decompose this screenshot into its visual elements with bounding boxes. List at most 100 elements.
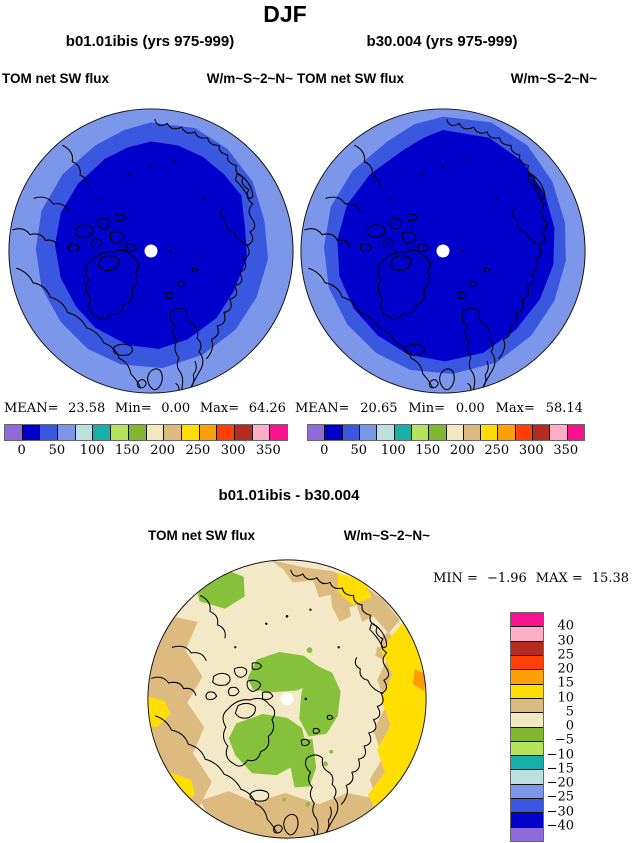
max-value: 64.26	[248, 401, 286, 416]
max-label: Max=	[495, 401, 535, 416]
colorbar-cell	[270, 425, 287, 440]
polar-map-b01-01ibis	[8, 108, 294, 394]
colorbar-cell	[377, 425, 395, 440]
colorbar-tick-label: 40	[557, 618, 574, 634]
diff-min-label: MIN =	[433, 571, 478, 586]
colorbar-cell	[325, 425, 343, 440]
mean-label: MEAN=	[4, 401, 59, 416]
pole-dot	[280, 692, 294, 706]
colorbar-tick-label: 250	[484, 443, 510, 458]
colorbar-cell	[511, 627, 543, 642]
colorbar-cell	[111, 425, 129, 440]
colorbar-tick-label: 350	[553, 443, 579, 458]
right-colorbar-ticks: 0 50 100 150 200 250 300 350	[307, 443, 583, 459]
colorbar-cell	[58, 425, 76, 440]
diff-minmax-row: MIN = −1.96 MAX = 15.38	[433, 571, 629, 586]
min-label: Min=	[114, 401, 152, 416]
diff-max-value: 15.38	[591, 571, 629, 586]
colorbar-tick-label: 250	[185, 443, 211, 458]
colorbar-cell	[511, 713, 543, 728]
colorbar-tick-label: −30	[546, 804, 574, 819]
colorbar-cell	[481, 425, 499, 440]
right-stats-row: MEAN= 20.65 Min= 0.00 Max= 58.14	[295, 401, 583, 416]
colorbar-cell	[199, 425, 218, 440]
colorbar-cell	[128, 425, 147, 440]
colorbar-cell	[550, 425, 568, 440]
diff-colorbar-ticks: 40 30 25 20 15 10 5 0 −5 −10 −15 −20 −25 −30 −40	[540, 612, 574, 840]
colorbar-tick-label: 100	[380, 443, 406, 458]
colorbar-tick-label: 200	[449, 443, 475, 458]
colorbar-cell	[446, 425, 464, 440]
mean-value: 23.58	[68, 401, 106, 416]
diff-panel-title: b01.01ibis - b30.004	[218, 487, 360, 504]
colorbar-tick-label: 150	[114, 443, 140, 458]
left-colorbar-ticks: 0 50 100 150 200 250 300 350	[4, 443, 286, 459]
diff-colorbar	[510, 612, 544, 842]
left-stats-row: MEAN= 23.58 Min= 0.00 Max= 64.26	[4, 401, 286, 416]
colorbar-cell	[567, 425, 584, 440]
colorbar-tick-label: 5	[565, 704, 574, 720]
colorbar-tick-label: 300	[518, 443, 544, 458]
colorbar-cell	[463, 425, 482, 440]
colorbar-cell	[429, 425, 447, 440]
colorbar-tick-label: 0	[17, 443, 26, 458]
polar-map-difference	[147, 559, 427, 839]
colorbar-cell	[511, 727, 543, 742]
left-field-label: TOM net SW flux	[2, 71, 109, 86]
colorbar-cell	[342, 425, 360, 440]
colorbar-tick-label: 20	[557, 661, 574, 677]
left-units-label: W/m~S~2~N~	[206, 71, 293, 86]
max-label: Max=	[199, 401, 240, 416]
colorbar-cell	[359, 425, 378, 440]
left-colorbar	[4, 424, 288, 441]
colorbar-tick-label: 50	[48, 443, 66, 458]
polar-map-b30-004	[300, 108, 586, 394]
right-colorbar	[307, 424, 585, 441]
colorbar-tick-label: −20	[546, 775, 574, 791]
colorbar-cell	[511, 799, 543, 814]
right-panel-title: b30.004 (yrs 975-999)	[366, 33, 518, 50]
contour-fill-layer	[147, 559, 427, 839]
diff-max-label: MAX =	[535, 571, 583, 586]
colorbar-tick-label: 0	[565, 718, 574, 734]
colorbar-cell	[511, 670, 543, 685]
colorbar-cell	[394, 425, 412, 440]
map-rim	[300, 108, 586, 394]
diff-field-label: TOM net SW flux	[148, 528, 255, 543]
map-rim	[8, 108, 294, 394]
right-field-label: TOM net SW flux	[297, 71, 404, 86]
colorbar-cell	[146, 425, 165, 440]
colorbar-cell	[217, 425, 235, 440]
colorbar-cell	[511, 655, 543, 671]
right-units-label: W/m~S~2~N~	[510, 71, 597, 86]
colorbar-cell	[511, 613, 543, 628]
colorbar-tick-label: 25	[557, 647, 574, 663]
colorbar-tick-label: 30	[557, 633, 574, 648]
pole-dot	[436, 244, 450, 258]
colorbar-cell	[498, 425, 516, 440]
season-title: DJF	[263, 1, 307, 27]
left-panel-title: b01.01ibis (yrs 975-999)	[65, 33, 235, 50]
colorbar-tick-label: 50	[350, 443, 368, 458]
colorbar-tick-label: 200	[150, 443, 176, 458]
colorbar-cell	[511, 784, 543, 800]
colorbar-tick-label: 300	[220, 443, 246, 458]
colorbar-cell	[308, 425, 326, 440]
colorbar-tick-label: 350	[255, 443, 281, 458]
colorbar-cell	[93, 425, 112, 440]
colorbar-cell	[22, 425, 41, 440]
colorbar-cell	[234, 425, 253, 440]
colorbar-cell	[511, 827, 543, 841]
colorbar-cell	[511, 698, 543, 714]
pole-dot	[144, 244, 158, 258]
colorbar-cell	[5, 425, 23, 440]
colorbar-cell	[511, 641, 543, 656]
colorbar-tick-label: 100	[79, 443, 105, 458]
colorbar-cell	[511, 770, 543, 785]
colorbar-tick-label: −40	[546, 818, 574, 834]
colorbar-tick-label: 150	[415, 443, 441, 458]
colorbar-tick-label: 10	[557, 690, 574, 705]
colorbar-tick-label: −10	[546, 747, 574, 762]
colorbar-cell	[511, 741, 543, 757]
